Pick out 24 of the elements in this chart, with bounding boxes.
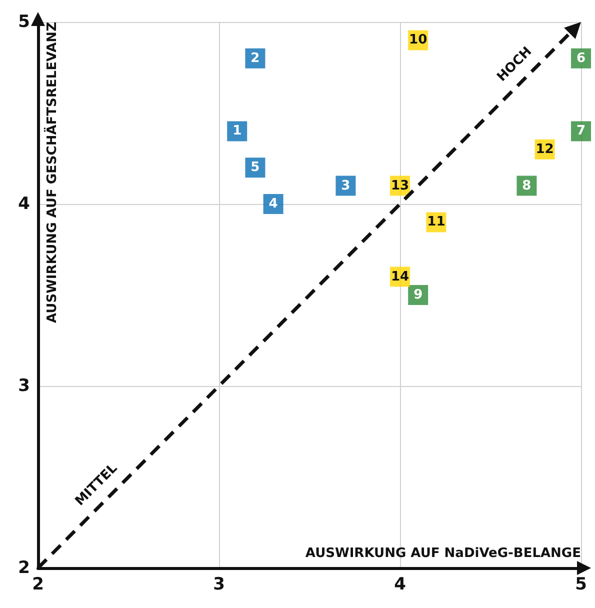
annotation: 12 [536,142,554,157]
y-axis-title: AUSWIRKUNG AUF GESCHÄFTSRELEVANZ [43,22,60,323]
annotation: 5 [250,160,260,176]
annotation: 14 [390,269,410,284]
annotation: 8 [522,178,532,194]
annotation: 11 [427,214,446,230]
annotation: 13 [390,178,410,194]
x-axis-title: AUSWIRKUNG AUF NaDiVeG-BELANGE [305,546,581,561]
y-tick-label: 4 [18,194,30,214]
annotation: 10 [409,32,428,48]
x-tick-label: 4 [394,574,406,594]
annotation: 6 [576,50,586,66]
annotation: 7 [576,124,586,139]
annotation: 4 [268,196,278,212]
x-tick-label: 3 [213,574,225,594]
y-tick-label: 2 [18,558,30,578]
annotation: 3 [341,178,350,194]
annotation: 9 [414,288,423,302]
x-tick-label: 2 [32,574,44,594]
x-tick-label: 5 [575,574,587,594]
y-tick-label: 5 [18,12,30,32]
annotation: 2 [250,50,260,66]
annotation: 1 [232,124,242,139]
y-tick-label: 3 [18,376,30,396]
